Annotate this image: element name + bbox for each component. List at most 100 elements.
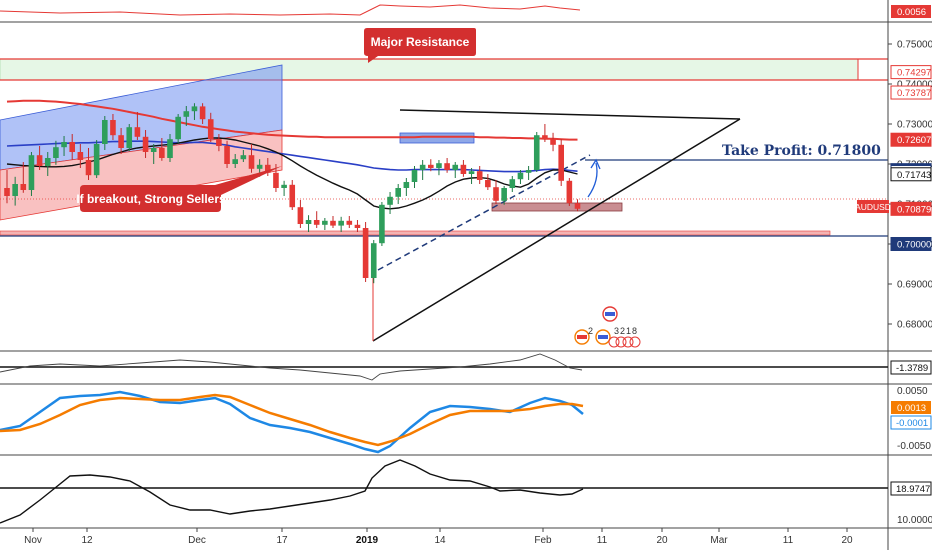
- candle-body[interactable]: [28, 155, 35, 190]
- candle-body[interactable]: [379, 204, 385, 244]
- candle-body[interactable]: [159, 148, 165, 158]
- candle-body[interactable]: [44, 158, 51, 166]
- candle-body[interactable]: [403, 182, 410, 188]
- time-tick-label: 14: [434, 535, 446, 546]
- candle-body[interactable]: [558, 144, 564, 181]
- candle-body[interactable]: [550, 139, 556, 145]
- time-tick-label: 12: [81, 535, 93, 546]
- candle-body[interactable]: [183, 111, 190, 117]
- major-resistance-callout-bg: [364, 28, 476, 63]
- price-badge-label: 0.73787: [897, 88, 931, 99]
- indicator-1-line: [0, 353, 583, 381]
- candle-body[interactable]: [338, 220, 344, 226]
- candle-body[interactable]: [126, 127, 133, 148]
- candle-body[interactable]: [428, 164, 434, 168]
- candle-body[interactable]: [175, 116, 181, 140]
- candle-body[interactable]: [207, 119, 214, 140]
- target-arrow-head: [590, 158, 601, 170]
- candle-body[interactable]: [142, 136, 149, 152]
- candle-body[interactable]: [273, 172, 279, 188]
- price-badge-bg: [890, 85, 932, 100]
- candle-body[interactable]: [411, 170, 418, 182]
- candle-body[interactable]: [61, 142, 67, 148]
- candle-body[interactable]: [313, 220, 320, 225]
- candle-body[interactable]: [452, 164, 459, 170]
- candle-body[interactable]: [289, 184, 296, 208]
- time-tick-label: 20: [841, 535, 853, 546]
- candle-body[interactable]: [256, 164, 263, 169]
- candle-body[interactable]: [362, 228, 369, 278]
- candle-body[interactable]: [574, 203, 581, 209]
- candle-body[interactable]: [232, 159, 238, 164]
- candle-body[interactable]: [354, 224, 361, 228]
- candle-body[interactable]: [20, 184, 27, 190]
- candle-body[interactable]: [281, 184, 287, 188]
- candle-body[interactable]: [525, 170, 532, 173]
- candle-body[interactable]: [436, 163, 442, 168]
- candle-body[interactable]: [444, 163, 450, 170]
- candle-body[interactable]: [419, 164, 426, 170]
- candle-body[interactable]: [533, 135, 540, 170]
- candle-body[interactable]: [305, 220, 312, 224]
- candle-body[interactable]: [370, 243, 377, 278]
- price-badge-bg: [890, 132, 932, 147]
- candle-body[interactable]: [517, 172, 524, 180]
- price-badge-label: 0.72607: [897, 135, 931, 146]
- ma-red-line: [6, 99, 578, 141]
- candle-body[interactable]: [216, 139, 222, 146]
- candle-body[interactable]: [199, 106, 206, 120]
- candle-body[interactable]: [322, 220, 328, 225]
- candle-body[interactable]: [77, 152, 84, 160]
- candle-body[interactable]: [485, 180, 491, 188]
- event-stack-3: [622, 336, 634, 348]
- price-badge-bg: [890, 167, 932, 182]
- indicator-3-line: [0, 459, 584, 524]
- symbol-badge-bg: [857, 200, 889, 213]
- candle-body[interactable]: [69, 142, 75, 152]
- event-stack-4: [629, 336, 641, 348]
- candle-body[interactable]: [224, 146, 230, 164]
- indicator-2-badge-blue-bg: [890, 415, 932, 430]
- indicator-2-tick-1: 0.0050: [897, 386, 928, 397]
- candle-body[interactable]: [134, 127, 141, 137]
- candle-body[interactable]: [387, 196, 393, 205]
- take-profit-label: Take Profit: 0.71800: [722, 143, 881, 159]
- candle-body[interactable]: [36, 155, 43, 166]
- candle-body[interactable]: [395, 188, 401, 197]
- candle-body[interactable]: [493, 187, 499, 201]
- event-icons: 2 3 2 1 8: [574, 306, 641, 348]
- candle-body[interactable]: [240, 155, 247, 160]
- candle-body[interactable]: [167, 139, 173, 158]
- top-panel-line: [0, 4, 581, 16]
- candle-body[interactable]: [330, 220, 336, 226]
- candle-body[interactable]: [53, 147, 59, 158]
- candle-body[interactable]: [4, 188, 10, 196]
- candle-body[interactable]: [85, 160, 92, 176]
- candle-body[interactable]: [566, 180, 573, 204]
- time-tick-label: 11: [597, 535, 608, 546]
- candle-body[interactable]: [460, 164, 467, 174]
- candle-body[interactable]: [12, 184, 18, 196]
- candle-body[interactable]: [468, 171, 475, 174]
- candle-body[interactable]: [501, 188, 507, 201]
- candle-body[interactable]: [509, 179, 516, 188]
- time-tick-label: Mar: [710, 535, 728, 546]
- target-arrow: [587, 162, 598, 198]
- candle-body[interactable]: [265, 164, 271, 173]
- candle-body[interactable]: [248, 155, 255, 169]
- candle-body[interactable]: [346, 220, 353, 225]
- candle-body[interactable]: [110, 120, 116, 136]
- indicator-3-value: 18.9747: [896, 484, 930, 495]
- candle-body[interactable]: [102, 120, 108, 144]
- candle-body[interactable]: [191, 106, 198, 112]
- candle-body[interactable]: [297, 207, 304, 224]
- indicator-3-tick-1: 10.0000: [897, 515, 932, 526]
- candle-body[interactable]: [93, 144, 100, 176]
- top-panel-value: 0.0056: [897, 7, 926, 18]
- event-icon-flag-a-stripe: [605, 312, 615, 316]
- candle-body[interactable]: [118, 135, 124, 148]
- candle-body[interactable]: [476, 171, 483, 180]
- candle-body[interactable]: [542, 135, 548, 140]
- candle-body[interactable]: [150, 148, 157, 152]
